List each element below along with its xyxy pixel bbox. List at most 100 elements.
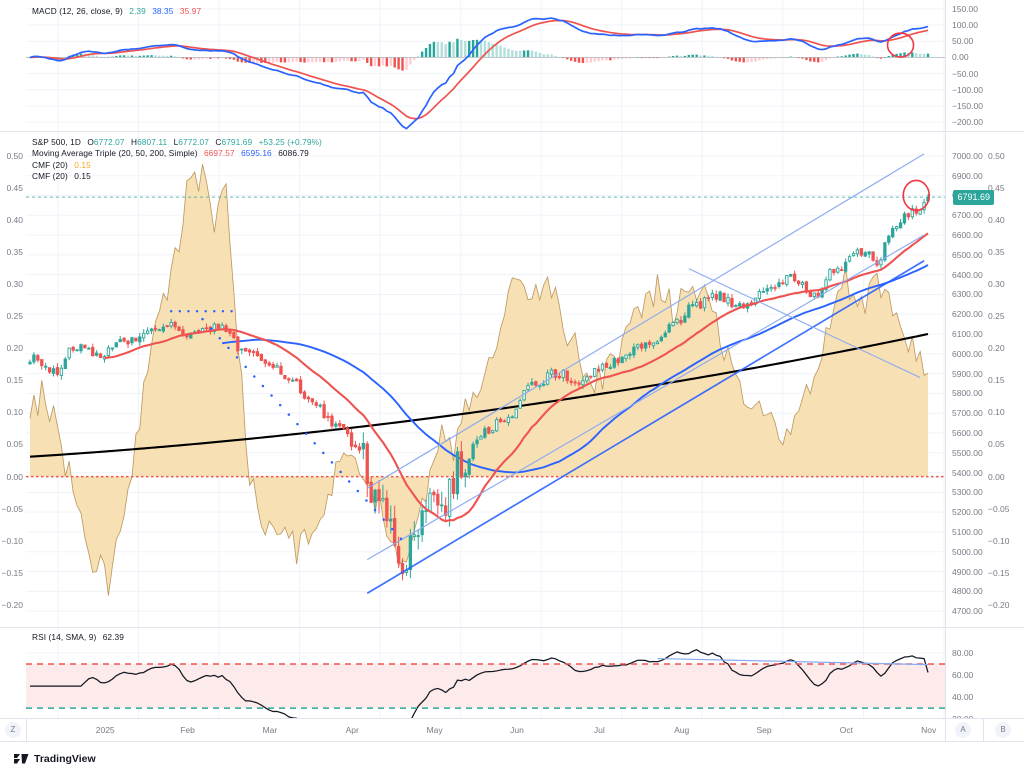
- time-axis-label: Sep: [756, 725, 772, 735]
- ohlc-high: H6807.11: [131, 137, 168, 147]
- cmf-right-axis[interactable]: 0.50 0.45 0.40 0.35 0.30 0.25 0.20 0.15 0.10 0.05…: [984, 132, 1024, 627]
- cmf-tick: 0.15: [6, 375, 23, 386]
- macd-tick: 0.00: [952, 52, 969, 63]
- cmf-tick: 0.20: [988, 343, 1005, 354]
- price-tick: 7000.00: [952, 150, 983, 161]
- ma-title: Moving Average Triple (20, 50, 200, Simp…: [32, 148, 198, 159]
- cmf-tick: 0.00: [6, 471, 23, 482]
- cmf-tick: 0.15: [988, 375, 1005, 386]
- cmf-tick: −0.20: [1, 599, 23, 610]
- cmf-tick: −0.10: [1, 535, 23, 546]
- macd-legend-title: MACD (12, 26, close, 9): [32, 6, 123, 16]
- brand-label: TradingView: [34, 753, 96, 765]
- rsi-legend-title: RSI (14, SMA, 9): [32, 632, 97, 642]
- ma50-value: 6595.16: [241, 148, 272, 159]
- rsi-tick: 80.00: [952, 648, 974, 659]
- time-axis-label: 2025: [95, 725, 115, 735]
- price-legend: S&P 500, 1D O6772.07 H6807.11 L6772.07 C…: [32, 137, 322, 183]
- price-tick: 6000.00: [952, 348, 983, 359]
- macd-legend: MACD (12, 26, close, 9) 2.39 38.35 35.97: [32, 6, 201, 17]
- price-change: +53.25 (+0.79%): [258, 137, 322, 147]
- price-tick: 5100.00: [952, 526, 983, 537]
- cmf-tick: −0.10: [988, 535, 1010, 546]
- cmf-tick: 0.50: [6, 150, 23, 161]
- cmf-value-2: 0.15: [74, 171, 91, 182]
- time-axis-sep-right: [945, 719, 946, 741]
- price-tick: 6900.00: [952, 170, 983, 181]
- price-tick: 5700.00: [952, 408, 983, 419]
- time-axis-button-a[interactable]: A: [955, 722, 971, 738]
- cmf-tick: 0.35: [988, 246, 1005, 257]
- cmf-tick: −0.15: [988, 567, 1010, 578]
- cmf-tick: 0.30: [988, 279, 1005, 289]
- cmf-left-axis[interactable]: 0.50 0.45 0.40 0.35 0.30 0.25 0.20 0.15 0.10 0.05…: [0, 132, 26, 627]
- last-price-badge[interactable]: 6791.69: [953, 190, 994, 206]
- price-plot-area[interactable]: [26, 132, 946, 627]
- price-tick: 6300.00: [952, 289, 983, 300]
- price-tick: 6500.00: [952, 249, 983, 260]
- ma-row: Moving Average Triple (20, 50, 200, Simp…: [32, 148, 322, 159]
- time-axis[interactable]: Z A B 2025 Feb Mar Apr May Jun Jul Aug Sep Oct Nov: [0, 718, 1024, 742]
- macd-plot-area[interactable]: [26, 0, 946, 131]
- cmf-value-1: 0.15: [74, 159, 91, 170]
- tradingview-brand: TradingView: [14, 753, 96, 765]
- cmf-tick: 0.40: [988, 214, 1005, 225]
- cmf-tick: 0.05: [988, 439, 1005, 450]
- time-axis-sep-right2: [983, 719, 984, 741]
- price-tick: 5900.00: [952, 368, 983, 379]
- macd-signal-value: 35.97: [179, 6, 202, 16]
- price-tick: 5200.00: [952, 507, 983, 518]
- price-tick: 4900.00: [952, 566, 983, 577]
- cmf-tick: −0.20: [988, 599, 1010, 610]
- ma200-value: 6086.79: [278, 148, 309, 159]
- ohlc-low: L6772.07: [173, 137, 209, 147]
- price-panel: S&P 500, 1D O6772.07 H6807.11 L6772.07 C…: [0, 132, 1024, 627]
- panel-divider-2: [0, 627, 1024, 628]
- price-tick: 6200.00: [952, 309, 983, 320]
- price-tick: 5000.00: [952, 546, 983, 557]
- time-axis-label: Oct: [839, 725, 853, 735]
- macd-tick: 150.00: [952, 3, 978, 14]
- cmf-tick: 0.10: [6, 407, 23, 418]
- time-axis-label: Nov: [921, 725, 937, 735]
- time-axis-label: Aug: [674, 725, 690, 735]
- tradingview-logo-icon: [14, 754, 29, 764]
- cmf-title-2: CMF (20): [32, 171, 68, 182]
- time-axis-label: Jun: [510, 725, 524, 735]
- cmf-tick: 0.25: [6, 311, 23, 322]
- macd-line-value: 38.35: [152, 6, 174, 16]
- cmf-title-1: CMF (20): [32, 159, 68, 170]
- macd-panel: MACD (12, 26, close, 9) 2.39 38.35 35.97…: [0, 0, 1024, 131]
- macd-tick: 50.00: [952, 36, 974, 47]
- price-tick: 5800.00: [952, 388, 983, 399]
- cmf-tick: 0.00: [988, 471, 1005, 482]
- cmf-row-1: CMF (20) 0.15: [32, 160, 322, 171]
- zoom-reset-button[interactable]: Z: [5, 722, 21, 738]
- time-axis-label: Jul: [593, 725, 605, 735]
- cmf-tick: −0.15: [1, 567, 23, 578]
- time-axis-label: Apr: [345, 725, 359, 735]
- macd-price-axis[interactable]: 150.00 100.00 50.00 0.00 −50.00 −100.00 −150.0…: [945, 0, 1024, 131]
- price-tick: 5300.00: [952, 487, 983, 498]
- symbol-label: S&P 500, 1D: [32, 137, 81, 147]
- macd-tick: −150.00: [952, 100, 983, 111]
- cmf-tick: −0.05: [988, 503, 1010, 514]
- panel-divider-1: [0, 131, 1024, 132]
- time-axis-button-b[interactable]: B: [995, 722, 1011, 738]
- ohlc-open: O6772.07: [87, 137, 125, 147]
- time-axis-label: May: [426, 725, 443, 735]
- cmf-tick: 0.45: [6, 182, 23, 193]
- cmf-tick: 0.10: [988, 407, 1005, 418]
- price-tick: 6700.00: [952, 210, 983, 221]
- rsi-plot-area[interactable]: [26, 628, 946, 736]
- cmf-tick: 0.25: [988, 311, 1005, 322]
- price-tick: 6100.00: [952, 329, 983, 340]
- price-tick: 5600.00: [952, 427, 983, 438]
- time-axis-label: Feb: [180, 725, 195, 735]
- price-tick: 4700.00: [952, 606, 983, 617]
- macd-tick: 100.00: [952, 20, 978, 31]
- macd-tick: −50.00: [952, 68, 979, 79]
- cmf-tick: 0.30: [6, 279, 23, 289]
- price-tick: 6400.00: [952, 269, 983, 280]
